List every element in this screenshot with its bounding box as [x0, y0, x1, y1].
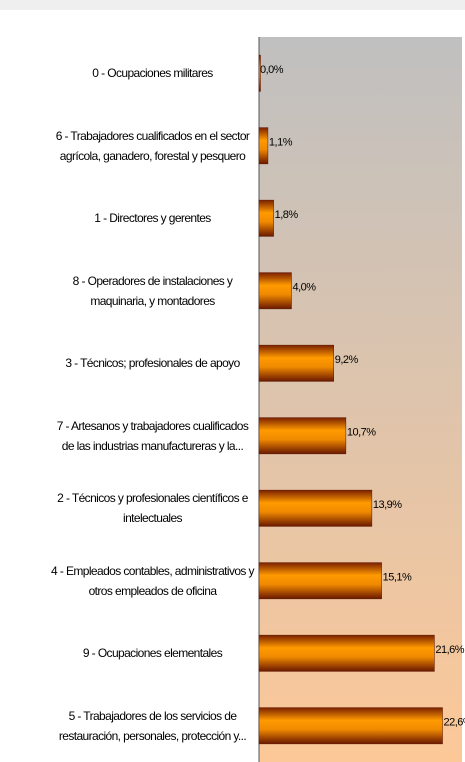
- bar: [258, 272, 292, 310]
- bar: [258, 127, 269, 165]
- category-label: 6 - Trabajadores cualificados en el sect…: [55, 128, 250, 163]
- bar: [258, 54, 261, 92]
- value-label: 9,2%: [335, 354, 359, 366]
- header-strip: [0, 0, 465, 10]
- bar: [258, 562, 382, 600]
- category-label: 9 - Ocupaciones elementales: [82, 646, 223, 661]
- category-label: 3 - Técnicos; profesionales de apoyo: [65, 356, 240, 371]
- bar: [258, 489, 373, 527]
- category-label: 5 - Trabajadores de los servicios de res…: [58, 708, 247, 743]
- category-label: 2 - Técnicos y profesionales científicos…: [57, 491, 248, 526]
- bar: [258, 417, 347, 455]
- bar: [258, 707, 443, 745]
- value-label: 10,7%: [347, 427, 376, 439]
- category-label: 8 - Operadores de instalaciones y maquin…: [72, 273, 233, 308]
- category-label: 4 - Empleados contables, administrativos…: [51, 563, 255, 598]
- bar: [258, 634, 435, 672]
- category-label: 0 - Ocupaciones militares: [92, 66, 213, 81]
- value-label: 0,0%: [260, 64, 284, 76]
- bar: [258, 199, 274, 237]
- value-label: 13,9%: [373, 499, 402, 511]
- value-label: 21,6%: [435, 644, 464, 656]
- value-label: 4,0%: [292, 282, 316, 294]
- value-label: 22,6%: [444, 717, 465, 729]
- value-label: 15,1%: [383, 572, 412, 584]
- bar: [258, 344, 334, 382]
- category-label: 7 - Artesanos y trabajadores cualificado…: [56, 418, 249, 453]
- value-label: 1,1%: [269, 137, 293, 149]
- value-label: 1,8%: [275, 209, 299, 221]
- category-label: 1 - Directores y gerentes: [94, 211, 211, 226]
